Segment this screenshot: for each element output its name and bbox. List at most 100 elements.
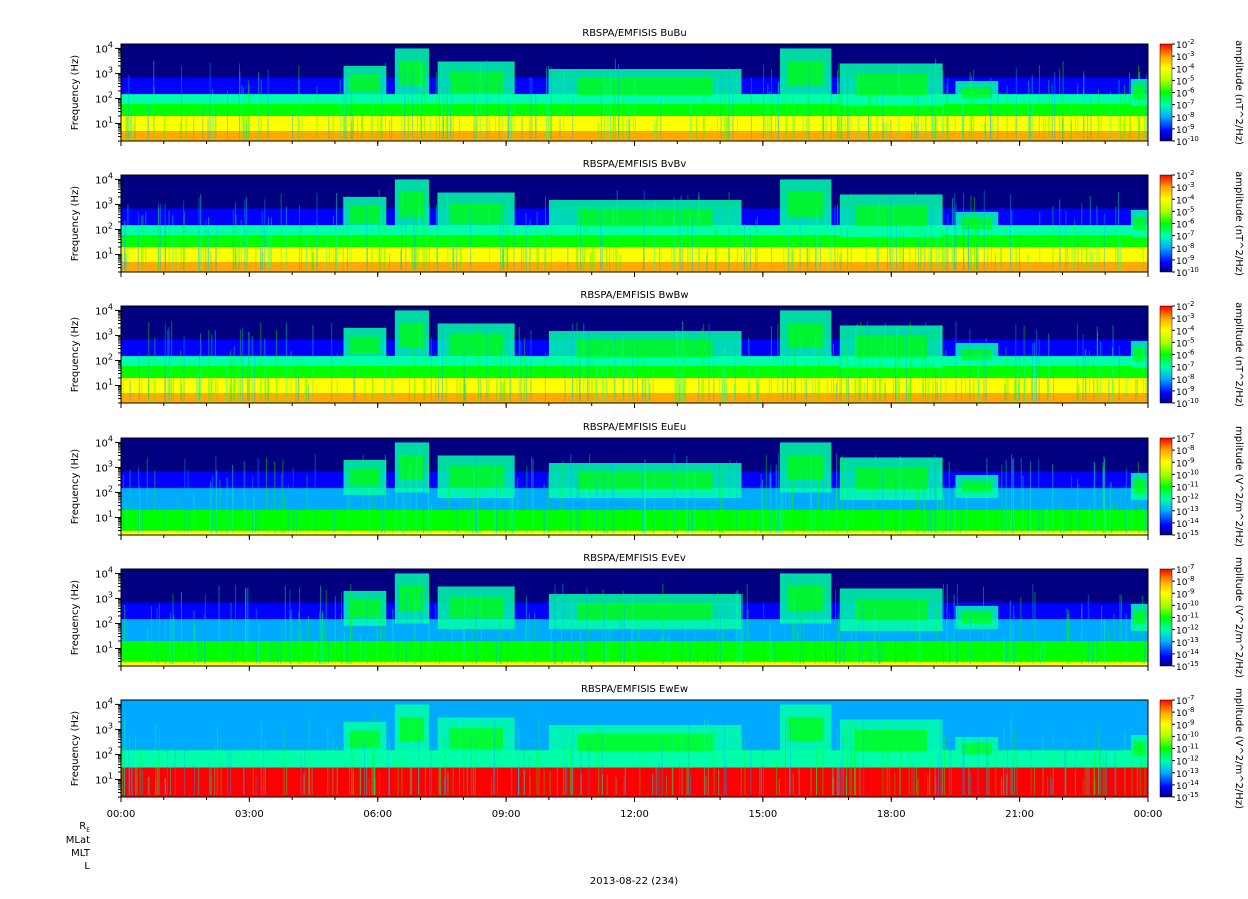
spectrogram-image bbox=[121, 175, 1149, 272]
y-tick-label: 102 bbox=[95, 352, 113, 367]
colorbar-tick-label: 10-9 bbox=[1176, 123, 1194, 136]
colorbar-tick-label: 10-9 bbox=[1176, 385, 1194, 398]
colorbar-tick-label: 10-8 bbox=[1176, 706, 1194, 719]
colorbar-tick-label: 10-6 bbox=[1176, 349, 1195, 362]
y-tick-label: 103 bbox=[95, 327, 113, 342]
colorbar-tick-label: 10-9 bbox=[1176, 718, 1194, 731]
colorbar-tick-label: 10-5 bbox=[1176, 74, 1194, 87]
y-tick-label: 103 bbox=[95, 196, 113, 211]
colorbar-tick-label: 10-8 bbox=[1176, 242, 1194, 255]
colorbar-tick-label: 10-11 bbox=[1176, 481, 1199, 494]
colorbar-tick-label: 10-14 bbox=[1176, 779, 1199, 792]
colorbar-tick-label: 10-3 bbox=[1176, 181, 1194, 194]
y-axis-label: Frequency (Hz) bbox=[70, 711, 81, 787]
x-tick-label: 15:00 bbox=[748, 809, 777, 820]
colorbar-tick-label: 10-8 bbox=[1176, 373, 1194, 386]
y-axis-label: Frequency (Hz) bbox=[70, 55, 81, 131]
colorbar-tick-label: 10-13 bbox=[1176, 636, 1199, 649]
x-tick-label: 21:00 bbox=[1005, 809, 1034, 820]
colorbar: 10-210-310-410-510-610-710-810-910-10 amp… bbox=[1159, 169, 1244, 279]
y-tick-label: 101 bbox=[95, 116, 113, 131]
y-tick-label: 102 bbox=[95, 615, 113, 630]
colorbar-tick-label: 10-4 bbox=[1176, 324, 1195, 337]
y-tick-label: 103 bbox=[95, 590, 113, 605]
colorbar-label: mplitude (V^2/m^2/Hz) bbox=[1233, 557, 1244, 678]
panel-title: RBSPA/EMFISIS EwEw bbox=[581, 684, 688, 695]
panel-6: RBSPA/EMFISIS EwEw Frequency (Hz) 101 102 10… bbox=[70, 684, 1244, 809]
colorbar-tick-label: 10-4 bbox=[1176, 193, 1195, 206]
colorbar-tick-label: 10-15 bbox=[1176, 529, 1199, 542]
ephemeris-label-l: L bbox=[84, 861, 90, 872]
colorbar-tick-label: 10-9 bbox=[1176, 254, 1194, 267]
spectrogram-image bbox=[121, 306, 1148, 403]
ephemeris-label-re: RE bbox=[79, 821, 90, 834]
colorbar-tick-label: 10-7 bbox=[1176, 432, 1194, 445]
colorbar-tick-label: 10-9 bbox=[1176, 587, 1194, 600]
colorbar: 10-710-810-910-1010-1110-1210-1310-1410-… bbox=[1159, 426, 1244, 547]
y-tick-label: 101 bbox=[95, 247, 113, 262]
y-tick-label: 102 bbox=[95, 221, 113, 236]
x-tick-label: 00:00 bbox=[1134, 809, 1163, 820]
y-axis-label: Frequency (Hz) bbox=[70, 186, 81, 262]
x-tick-label: 00:00 bbox=[107, 809, 136, 820]
y-tick-label: 104 bbox=[95, 565, 113, 580]
spectrogram-image bbox=[121, 700, 1149, 797]
colorbar-tick-label: 10-15 bbox=[1176, 660, 1199, 673]
colorbar-tick-label: 10-10 bbox=[1176, 266, 1199, 279]
colorbar-tick-label: 10-11 bbox=[1176, 743, 1199, 756]
colorbar-tick-label: 10-11 bbox=[1176, 612, 1199, 625]
colorbar: 10-210-310-410-510-610-710-810-910-10 amp… bbox=[1159, 300, 1244, 410]
panel-title: RBSPA/EMFISIS EvEv bbox=[583, 553, 686, 564]
panel-2: RBSPA/EMFISIS BvBv Frequency (Hz) 101 102 10… bbox=[70, 159, 1244, 279]
colorbar-tick-label: 10-3 bbox=[1176, 50, 1194, 63]
panel-5: RBSPA/EMFISIS EvEv Frequency (Hz) 101 102 10… bbox=[70, 553, 1244, 678]
colorbar-tick-label: 10-7 bbox=[1176, 361, 1194, 374]
y-tick-label: 104 bbox=[95, 302, 113, 317]
y-tick-label: 103 bbox=[95, 459, 113, 474]
y-tick-label: 104 bbox=[95, 171, 113, 186]
y-tick-label: 103 bbox=[95, 65, 113, 80]
colorbar-tick-label: 10-10 bbox=[1176, 135, 1199, 148]
panel-1: RBSPA/EMFISIS BuBu Frequency (Hz) 101 102 10… bbox=[70, 28, 1244, 148]
colorbar-tick-label: 10-14 bbox=[1176, 517, 1199, 530]
colorbar: 10-710-810-910-1010-1110-1210-1310-1410-… bbox=[1159, 688, 1244, 809]
y-tick-label: 104 bbox=[95, 696, 113, 711]
colorbar-tick-label: 10-3 bbox=[1176, 312, 1194, 325]
colorbar-tick-label: 10-13 bbox=[1176, 505, 1199, 518]
colorbar-label: amplitude (nT^2/Hz) bbox=[1233, 302, 1244, 407]
y-axis-label: Frequency (Hz) bbox=[70, 580, 81, 656]
time-axis: 00:00 03:00 06:00 09:00 12:00 15:00 18:00 21:00… bbox=[107, 809, 1163, 820]
spectrogram-image bbox=[121, 569, 1148, 666]
panel-title: RBSPA/EMFISIS EuEu bbox=[583, 422, 686, 433]
colorbar-tick-label: 10-7 bbox=[1176, 694, 1194, 707]
colorbar-tick-label: 10-12 bbox=[1176, 624, 1199, 637]
panel-3: RBSPA/EMFISIS BwBw Frequency (Hz) 101 102 10… bbox=[70, 290, 1244, 410]
colorbar-tick-label: 10-15 bbox=[1176, 791, 1199, 804]
colorbar-label: amplitude (nT^2/Hz) bbox=[1233, 171, 1244, 276]
panel-title: RBSPA/EMFISIS BuBu bbox=[582, 28, 686, 39]
colorbar-tick-label: 10-2 bbox=[1176, 300, 1194, 313]
x-tick-label: 18:00 bbox=[877, 809, 906, 820]
y-tick-label: 101 bbox=[95, 772, 113, 787]
colorbar-tick-label: 10-7 bbox=[1176, 230, 1194, 243]
date-label: 2013-08-22 (234) bbox=[590, 876, 678, 887]
y-tick-label: 101 bbox=[95, 641, 113, 656]
colorbar-tick-label: 10-12 bbox=[1176, 493, 1199, 506]
colorbar-tick-label: 10-6 bbox=[1176, 218, 1195, 231]
x-tick-label: 12:00 bbox=[620, 809, 649, 820]
colorbar-tick-label: 10-8 bbox=[1176, 444, 1194, 457]
colorbar-tick-label: 10-10 bbox=[1176, 397, 1199, 410]
colorbar: 10-210-310-410-510-610-710-810-910-10 amp… bbox=[1159, 38, 1244, 148]
colorbar-label: mplitude (V^2/m^2/Hz) bbox=[1233, 688, 1244, 809]
panel-title: RBSPA/EMFISIS BwBw bbox=[580, 290, 688, 301]
y-tick-label: 101 bbox=[95, 510, 113, 525]
colorbar-tick-label: 10-5 bbox=[1176, 205, 1194, 218]
colorbar-tick-label: 10-13 bbox=[1176, 767, 1199, 780]
colorbar-tick-label: 10-9 bbox=[1176, 456, 1194, 469]
y-tick-label: 102 bbox=[95, 484, 113, 499]
colorbar-tick-label: 10-7 bbox=[1176, 99, 1194, 112]
ephemeris-label-mlt: MLT bbox=[71, 848, 91, 859]
colorbar-label: mplitude (V^2/m^2/Hz) bbox=[1233, 426, 1244, 547]
colorbar-tick-label: 10-6 bbox=[1176, 87, 1195, 100]
y-tick-label: 104 bbox=[95, 40, 113, 55]
